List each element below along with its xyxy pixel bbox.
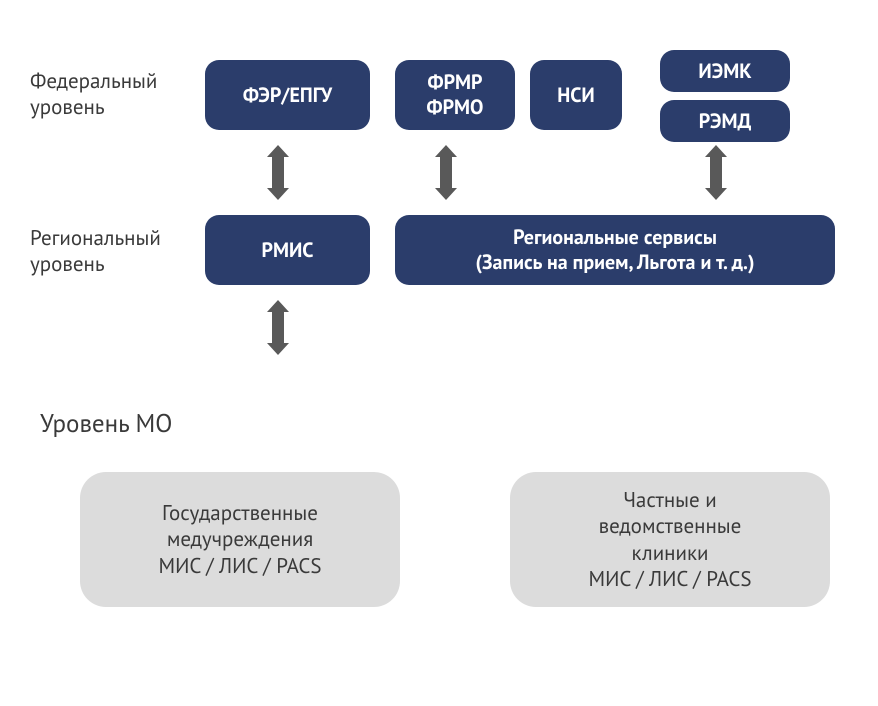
double-arrow-icon xyxy=(705,145,727,200)
double-arrow-icon xyxy=(267,300,289,355)
node-frmr: ФРМРФРМО xyxy=(395,60,515,130)
double-arrow-icon xyxy=(267,145,289,200)
label-regional: Региональныйуровень xyxy=(30,225,161,278)
node-regservices: Региональные сервисы(Запись на прием, Ль… xyxy=(395,215,835,285)
label-mo: Уровень МО xyxy=(40,408,172,439)
node-fer: ФЭР/ЕПГУ xyxy=(205,60,370,130)
label-federal: Федеральныйуровень xyxy=(30,68,157,121)
node-gov: ГосударственныемедучрежденияМИС / ЛИС / … xyxy=(80,472,400,607)
node-rmis: РМИС xyxy=(205,215,370,285)
double-arrow-icon xyxy=(435,145,457,200)
node-remd: РЭМД xyxy=(660,100,790,142)
node-nsi: НСИ xyxy=(530,60,622,130)
node-private: Частные иведомственныеклиникиМИС / ЛИС /… xyxy=(510,472,830,607)
node-iemk: ИЭМК xyxy=(660,50,790,92)
